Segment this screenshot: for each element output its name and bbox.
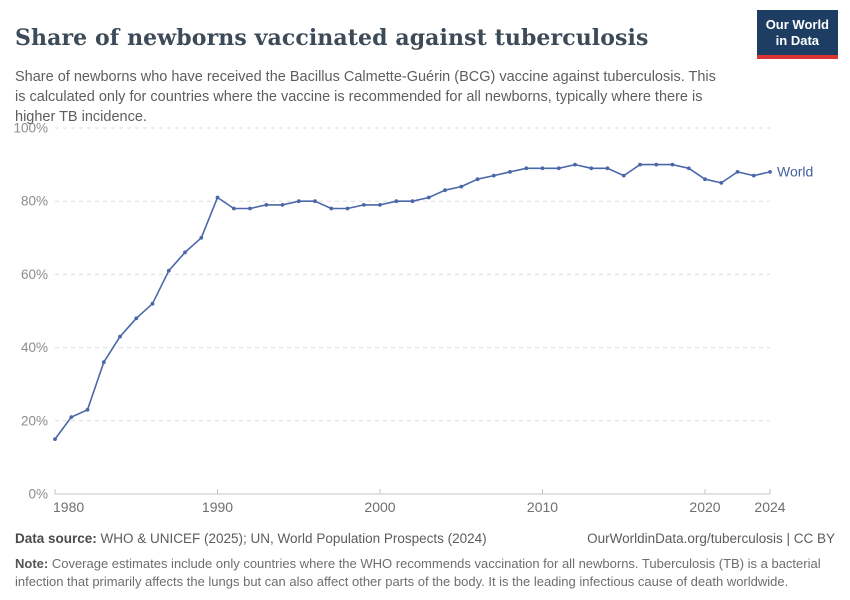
data-point [670, 162, 675, 167]
data-point [280, 203, 285, 207]
page-title: Share of newborns vaccinated against tub… [15, 24, 649, 51]
owid-logo-line2: in Data [775, 33, 820, 49]
data-point [654, 162, 659, 167]
data-point [751, 173, 756, 178]
license-link[interactable]: OurWorldinData.org/tuberculosis | CC BY [587, 531, 835, 546]
y-axis-tick-label: 60% [21, 267, 48, 282]
data-point [378, 203, 382, 207]
data-point [166, 268, 171, 273]
data-point [394, 199, 399, 204]
data-point [264, 203, 269, 207]
data-point [540, 166, 545, 171]
data-point [735, 170, 740, 174]
data-point [475, 177, 480, 182]
series-line [54, 163, 771, 440]
data-point [605, 166, 610, 171]
data-point [296, 199, 301, 204]
chart-note: Note: Coverage estimates include only co… [15, 556, 821, 590]
y-axis-tick-label: 40% [21, 340, 48, 355]
data-point [118, 334, 122, 339]
data-point [524, 166, 529, 171]
data-point [101, 360, 106, 365]
data-point [199, 235, 204, 240]
x-axis-tick-label: 2010 [527, 499, 558, 515]
y-axis-tick-label: 100% [13, 121, 48, 136]
data-point [150, 301, 155, 306]
data-point [53, 437, 57, 441]
x-axis-tick-label: 1990 [202, 499, 233, 515]
data-point [703, 177, 707, 182]
data-point [231, 206, 236, 211]
data-point [573, 162, 577, 167]
data-point [443, 188, 447, 193]
data-point [85, 407, 90, 412]
data-point [410, 199, 415, 204]
series-end-label: World [777, 163, 813, 179]
data-point [556, 166, 561, 171]
data-point [215, 195, 220, 200]
data-point [768, 170, 772, 174]
data-point [491, 173, 496, 178]
data-point [686, 166, 691, 171]
chart-subtitle: Share of newborns who have received the … [15, 68, 716, 125]
data-point [459, 184, 464, 189]
y-axis-tick-label: 0% [28, 487, 48, 502]
line-chart[interactable]: 0% 20% 40% 60% 80% 100% 1980 1990 2000 2010 2020 20… [0, 113, 850, 525]
x-axis-tick-label: 2024 [754, 499, 785, 515]
y-axis-tick-label: 80% [21, 194, 48, 209]
data-source-label: Data source: [15, 531, 97, 546]
y-axis-tick-label: 20% [21, 413, 48, 428]
data-point [361, 203, 366, 207]
x-axis-tick-label: 2000 [364, 499, 395, 515]
x-axis-tick-label: 1980 [53, 499, 84, 515]
data-point [426, 195, 431, 200]
data-point [134, 316, 139, 321]
owid-logo-line1: Our World [765, 17, 829, 32]
data-point [183, 250, 187, 255]
note-label: Note: [15, 556, 49, 571]
data-point [69, 415, 74, 419]
data-point [621, 173, 626, 178]
data-point [329, 206, 334, 211]
data-point [638, 162, 642, 167]
data-point [589, 166, 594, 171]
data-point [719, 181, 724, 185]
data-point [248, 206, 252, 211]
x-axis-tick-label: 2020 [689, 499, 720, 515]
data-point [313, 199, 317, 204]
data-point [345, 206, 350, 211]
data-source: Data source: WHO & UNICEF (2025); UN, Wo… [15, 531, 487, 546]
data-point [508, 170, 512, 174]
chart-footer: Data source: WHO & UNICEF (2025); UN, Wo… [15, 531, 835, 546]
owid-logo: Our World in Data [756, 10, 838, 59]
